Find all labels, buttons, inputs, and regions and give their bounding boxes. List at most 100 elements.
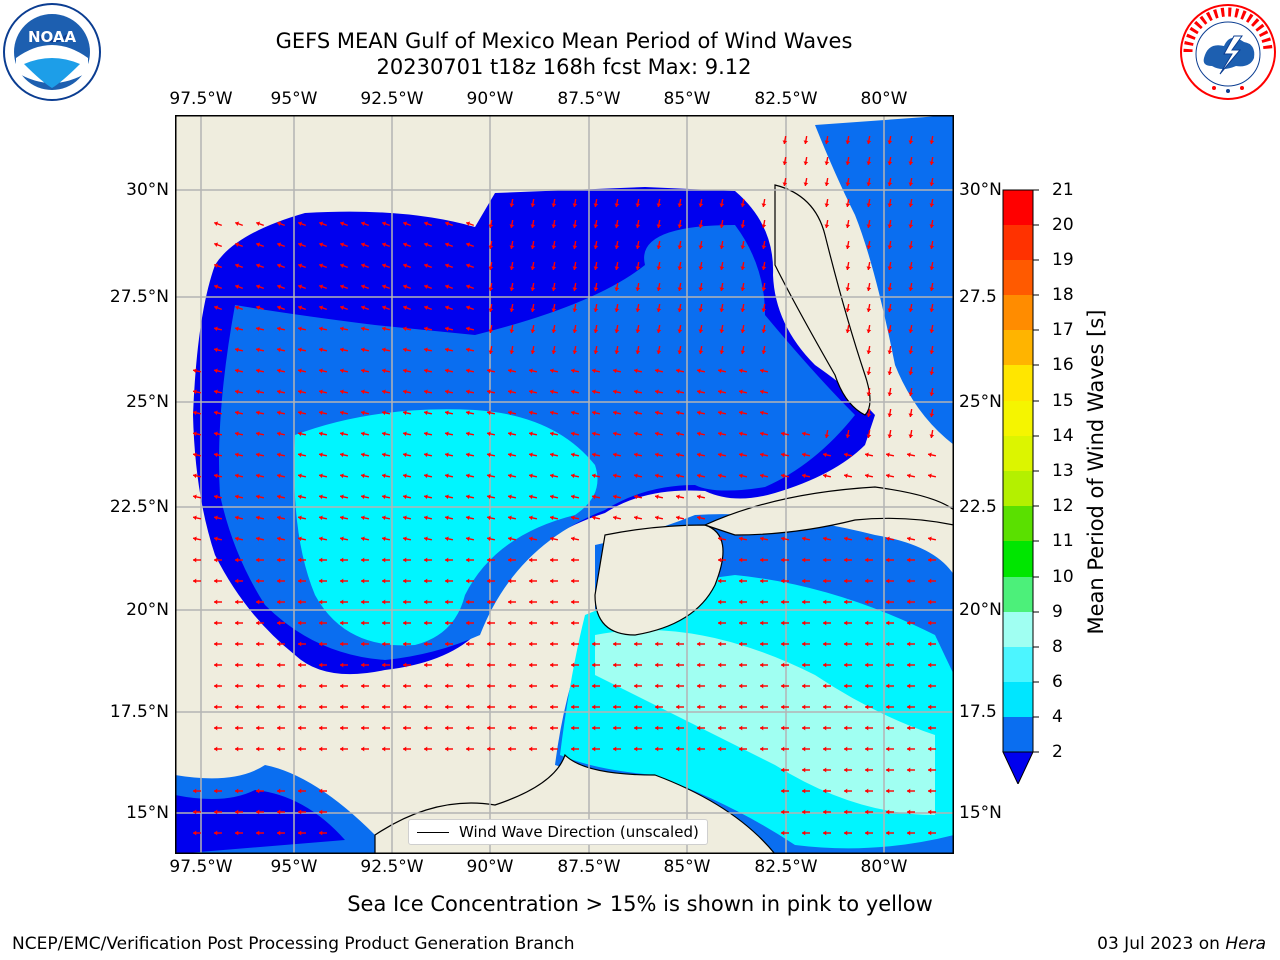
wind-wave-arrowhead	[298, 494, 302, 500]
wind-wave-arrowhead	[740, 350, 746, 354]
colorbar-swatch	[1003, 647, 1033, 682]
wind-wave-arrowhead	[445, 662, 449, 668]
wind-wave-arrowhead	[571, 662, 575, 668]
wind-wave-arrowhead	[235, 347, 239, 353]
wind-wave-arrowhead	[886, 599, 890, 605]
wind-wave-arrowhead	[571, 452, 575, 458]
wind-wave-arrowhead	[193, 368, 197, 374]
wind-wave-arrowhead	[677, 224, 683, 228]
wind-wave-arrowhead	[403, 662, 407, 668]
wind-wave-arrowhead	[824, 434, 830, 438]
wind-wave-arrowhead	[403, 683, 407, 689]
wind-wave-arrowhead	[214, 431, 218, 437]
wind-wave-arrowhead	[403, 557, 407, 563]
wind-wave-arrowhead	[929, 413, 935, 417]
wind-wave-arrowhead	[739, 473, 743, 479]
wind-wave-arrowhead	[866, 203, 872, 207]
wind-wave-arrowhead	[845, 308, 851, 312]
wind-wave-arrowhead	[739, 557, 743, 563]
wind-wave-arrowhead	[614, 203, 620, 207]
wind-wave-arrowhead	[235, 494, 239, 500]
wind-wave-arrowhead	[319, 578, 323, 584]
wind-wave-arrowhead	[508, 662, 512, 668]
wind-wave-arrowhead	[781, 683, 785, 689]
colorbar-swatch	[1003, 682, 1033, 717]
wind-wave-arrowhead	[592, 431, 596, 437]
wind-wave-arrowhead	[466, 347, 470, 353]
wind-wave-arrowhead	[340, 347, 344, 353]
wind-wave-arrowhead	[382, 410, 386, 416]
wind-wave-arrowhead	[277, 410, 281, 416]
wind-wave-arrowhead	[508, 704, 512, 710]
wind-wave-arrowhead	[277, 704, 281, 710]
wind-wave-arrowhead	[340, 326, 344, 332]
wind-wave-arrowhead	[319, 620, 323, 626]
wind-wave-arrowhead	[214, 599, 218, 605]
wind-wave-arrowhead	[277, 746, 281, 752]
wind-wave-arrowhead	[592, 473, 596, 479]
wind-wave-arrowhead	[509, 224, 515, 228]
wind-wave-arrowhead	[865, 746, 869, 752]
wind-wave-arrowhead	[466, 389, 470, 395]
wind-wave-arrowhead	[865, 557, 869, 563]
wind-wave-arrowhead	[887, 392, 893, 396]
wind-wave-arrowhead	[361, 578, 365, 584]
wind-wave-arrowhead	[214, 536, 218, 542]
wind-wave-arrowhead	[551, 203, 557, 207]
wind-wave-arrowhead	[592, 725, 596, 731]
lat-label-left: 30°N	[126, 180, 169, 200]
wind-wave-arrowhead	[298, 263, 303, 268]
wind-wave-arrowhead	[718, 368, 722, 374]
wind-wave-arrowhead	[319, 389, 323, 395]
footer-date: 03 Jul 2023 on	[1097, 934, 1226, 954]
wind-wave-arrowhead	[529, 368, 533, 374]
wind-wave-arrowhead	[760, 662, 764, 668]
wind-wave-arrowhead	[361, 431, 365, 437]
lon-label-top: 90°W	[466, 89, 514, 109]
wind-wave-arrowhead	[277, 809, 281, 815]
wind-wave-arrowhead	[655, 725, 659, 731]
wind-wave-arrowhead	[403, 305, 408, 310]
wind-wave-arrowhead	[256, 557, 260, 563]
wind-wave-arrowhead	[214, 347, 218, 353]
wind-wave-arrowhead	[887, 308, 893, 312]
wind-wave-arrowhead	[256, 662, 260, 668]
colorbar-extend-triangle	[1002, 751, 1034, 784]
wind-wave-arrowhead	[887, 224, 893, 228]
wind-wave-arrowhead	[571, 725, 575, 731]
lat-label-right: 15°N	[959, 803, 1002, 823]
wind-wave-arrowhead	[193, 830, 197, 836]
wind-wave-arrowhead	[235, 368, 239, 374]
wind-wave-arrowhead	[802, 473, 806, 479]
wind-wave-arrowhead	[256, 536, 260, 542]
wind-wave-arrowhead	[403, 347, 407, 353]
wind-wave-arrowhead	[592, 746, 596, 752]
wind-wave-arrowhead	[760, 452, 764, 458]
wind-wave-arrowhead	[424, 410, 428, 416]
wind-wave-arrowhead	[466, 536, 470, 542]
wind-wave-arrowhead	[781, 788, 785, 794]
wind-wave-arrowhead	[781, 725, 785, 731]
wind-wave-arrowhead	[340, 683, 344, 689]
wind-wave-arrowhead	[424, 221, 429, 226]
wind-wave-arrowhead	[235, 305, 240, 310]
wind-wave-arrowhead	[551, 287, 557, 291]
wind-wave-arrowhead	[487, 389, 491, 395]
wind-wave-arrowhead	[760, 389, 764, 395]
wind-wave-arrowhead	[298, 368, 302, 374]
wind-wave-arrowhead	[907, 788, 911, 794]
wind-wave-arrowhead	[718, 557, 722, 563]
wind-wave-arrowhead	[193, 515, 197, 521]
wind-wave-arrowhead	[698, 203, 704, 207]
wind-wave-arrowhead	[592, 410, 596, 416]
wind-wave-arrowhead	[655, 389, 659, 395]
wind-wave-arrowhead	[634, 662, 638, 668]
wind-wave-arrowhead	[361, 389, 365, 395]
wind-wave-arrowhead	[256, 515, 260, 521]
wind-wave-arrowhead	[928, 599, 932, 605]
wind-wave-arrowhead	[761, 308, 767, 312]
wind-wave-arrowhead	[382, 473, 386, 479]
wind-wave-arrowhead	[760, 557, 764, 563]
wind-wave-arrowhead	[319, 473, 323, 479]
wind-wave-arrowhead	[298, 746, 302, 752]
